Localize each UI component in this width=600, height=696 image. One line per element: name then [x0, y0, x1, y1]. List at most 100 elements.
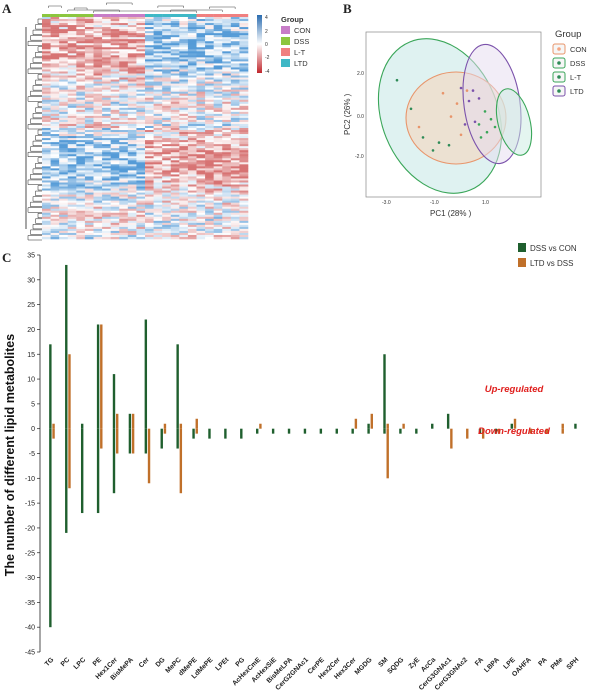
- heatmap-cell: [145, 83, 154, 86]
- heatmap-cell: [127, 152, 137, 155]
- heatmap-cell: [59, 81, 69, 84]
- heatmap-cell: [50, 176, 60, 179]
- heatmap-cell: [67, 27, 77, 30]
- heatmap-cell: [67, 123, 77, 127]
- heatmap-cell: [239, 146, 249, 149]
- heatmap-cell: [162, 188, 172, 191]
- heatmap-cell: [59, 156, 69, 159]
- heatmap-cell: [59, 101, 69, 105]
- heatmap-cell: [127, 186, 137, 189]
- heatmap-cell: [59, 47, 69, 50]
- heatmap-cell: [102, 23, 111, 26]
- heatmap-cell: [239, 160, 249, 163]
- heatmap-cell: [84, 136, 94, 139]
- heatmap-cell: [127, 111, 137, 115]
- heatmap-cell: [179, 236, 189, 240]
- heatmap-cell: [222, 53, 232, 56]
- heatmap-cell: [59, 200, 69, 203]
- heatmap-cell: [230, 192, 240, 195]
- heatmap-cell: [213, 134, 223, 137]
- heatmap-cell: [230, 101, 240, 105]
- heatmap-cell: [110, 184, 120, 187]
- heatmap-cell: [50, 138, 60, 141]
- heatmap-cell: [205, 91, 214, 94]
- heatmap-cell: [42, 111, 51, 115]
- heatmap-cell: [50, 115, 60, 119]
- heatmap-cell: [239, 35, 249, 38]
- heatmap-cell: [213, 107, 223, 111]
- bar: [128, 428, 132, 454]
- heatmap-cell: [119, 77, 129, 80]
- heatmap-cell: [230, 23, 240, 26]
- heatmap-cell: [119, 125, 129, 129]
- y-tick-label: -10: [25, 476, 35, 483]
- heatmap-cell: [84, 174, 94, 177]
- heatmap-cell: [102, 53, 111, 56]
- heatmap-cell: [42, 184, 51, 187]
- heatmap-cell: [205, 101, 214, 105]
- heatmap-cell: [76, 85, 86, 88]
- heatmap-cell: [119, 19, 129, 22]
- heatmap-cell: [187, 77, 197, 80]
- heatmap-cell: [50, 117, 60, 121]
- heatmap-cell: [239, 236, 249, 240]
- heatmap-cell: [196, 200, 206, 203]
- heatmap-cell: [213, 172, 223, 175]
- heatmap-cell: [50, 63, 60, 66]
- heatmap-cell: [222, 150, 232, 153]
- heatmap-cell: [145, 206, 154, 210]
- heatmap-cell: [239, 41, 249, 44]
- heatmap-cell: [42, 226, 51, 230]
- heatmap-cell: [42, 196, 51, 199]
- heatmap-cell: [239, 57, 249, 60]
- dendrogram-branch: [157, 5, 184, 8]
- pca-ylabel: PC2 (26% ): [343, 93, 352, 135]
- heatmap-cell: [76, 220, 86, 224]
- heatmap-cell: [187, 83, 197, 86]
- heatmap-cell: [119, 53, 129, 56]
- heatmap-cell: [67, 55, 77, 58]
- heatmap-cell: [110, 17, 120, 20]
- heatmap-cell: [145, 19, 154, 22]
- heatmap-cell: [145, 232, 154, 236]
- heatmap-cell: [170, 144, 180, 147]
- heatmap-cell: [196, 198, 206, 201]
- heatmap-cell: [170, 220, 180, 224]
- heatmap-cell: [145, 23, 154, 26]
- heatmap-cell: [50, 188, 60, 191]
- heatmap-cell: [205, 117, 214, 121]
- heatmap-cell: [170, 180, 180, 183]
- heatmap-cell: [187, 37, 197, 40]
- heatmap-cell: [196, 176, 206, 179]
- heatmap-cell: [119, 95, 129, 99]
- heatmap-cell: [187, 45, 197, 48]
- heatmap-cell: [230, 164, 240, 167]
- heatmap-cell: [222, 170, 232, 173]
- heatmap-cell: [205, 218, 214, 222]
- heatmap-cell: [205, 55, 214, 58]
- heatmap-cell: [179, 41, 189, 44]
- heatmap-cell: [230, 138, 240, 141]
- heatmap-cell: [230, 134, 240, 137]
- category-label: Cer: [138, 656, 151, 669]
- heatmap-cell: [222, 109, 232, 113]
- heatmap-cell: [119, 172, 129, 175]
- heatmap-cell: [145, 214, 154, 218]
- heatmap-cell: [187, 130, 197, 133]
- heatmap-cell: [84, 57, 94, 60]
- heatmap-cell: [76, 182, 86, 185]
- heatmap-cell: [50, 67, 60, 70]
- heatmap-cell: [196, 170, 206, 173]
- heatmap-cell: [136, 111, 146, 115]
- heatmap-cell: [102, 45, 111, 48]
- heatmap-cell: [239, 89, 249, 92]
- heatmap-cell: [196, 65, 206, 68]
- heatmap-cell: [110, 77, 120, 80]
- heatmap-cell: [127, 210, 137, 214]
- heatmap-cell: [222, 123, 232, 127]
- heatmap-cell: [127, 188, 137, 191]
- heatmap-cell: [187, 186, 197, 189]
- heatmap-cell: [205, 178, 214, 181]
- heatmap-cell: [119, 234, 129, 238]
- heatmap-cell: [102, 232, 111, 236]
